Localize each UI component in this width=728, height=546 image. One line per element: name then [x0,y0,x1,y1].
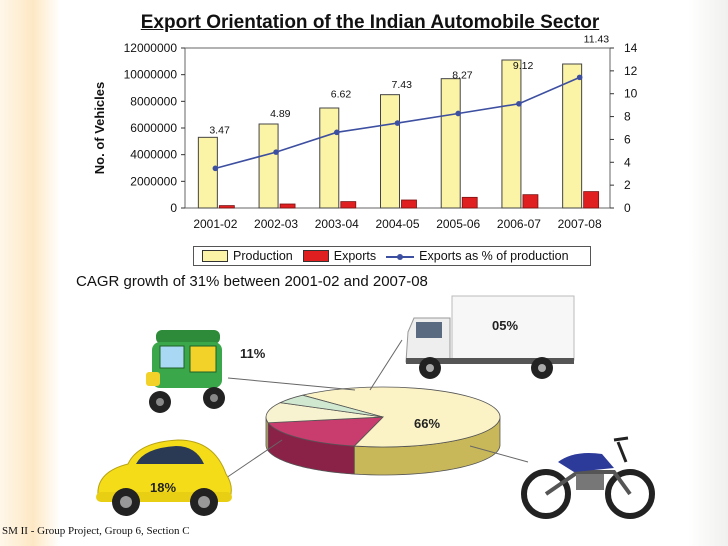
pie-label-auto-rickshaw: 11% [240,346,266,361]
bar-production [258,123,279,209]
legend-exports-pct: Exports as % of production [386,249,569,263]
bar-production [197,136,218,209]
legend-production: Production [202,249,293,263]
pointer-car [225,439,283,479]
pie-slice-truck [278,394,384,418]
x-tick-label: 2004-05 [375,217,419,231]
x-tick-label: 2001-02 [193,217,237,231]
truck-illustration [405,295,575,379]
y-tick-label: 4000000 [130,148,177,162]
y2-tick-label: 6 [624,132,631,146]
pie-slice-motorcycle [302,386,501,448]
bar-production [501,59,522,209]
legend-exports: Exports [302,249,377,263]
bar-exports [522,194,539,209]
data-label-exports-pct: 11.43 [584,33,610,45]
data-label-exports-pct: 3.47 [209,124,230,136]
y-tick-label: 8000000 [130,94,177,108]
y2-tick-label: 0 [624,201,631,215]
point-exports-pct [455,110,462,117]
cagr-note: CAGR growth of 31% between 2001-02 and 2… [76,273,428,290]
bar-chart: 0200000040000006000000800000010000000120… [92,33,638,231]
pointer-truck [369,339,403,391]
footer-text: SM II - Group Project, Group 6, Section … [2,525,190,537]
bar-exports [401,199,417,209]
y2-tick-label: 10 [624,87,638,101]
y-tick-label: 2000000 [130,174,177,188]
legend-label-exports: Exports [333,249,377,263]
left-decoration [0,0,60,546]
x-tick-label: 2002-03 [254,217,298,231]
point-exports-pct [273,149,279,155]
legend-label-production: Production [233,249,293,263]
x-tick-label: 2006-07 [497,217,541,231]
legend-label-exports-pct: Exports as % of production [419,249,569,263]
slide-title: Export Orientation of the Indian Automob… [140,12,600,33]
y2-tick-label: 12 [624,64,638,78]
right-decoration [688,0,728,546]
motorcycle-illustration [521,436,655,519]
bar-exports [218,205,235,209]
point-exports-pct [576,74,583,81]
point-exports-pct [333,129,340,136]
pie-label-truck: 05% [492,318,519,333]
point-exports-pct [394,120,401,126]
y-tick-label: 6000000 [130,121,177,135]
y2-tick-label: 4 [624,155,631,169]
pie-slice-car [267,416,385,447]
y2-tick-label: 2 [624,178,631,192]
y-tick-label: 10000000 [124,68,178,82]
bar-exports [340,201,357,209]
x-tick-label: 2007-08 [558,217,602,231]
x-tick-label: 2005-06 [436,217,480,231]
data-label-exports-pct: 7.43 [392,79,413,91]
y-tick-label: 0 [170,201,177,215]
car-illustration [96,439,232,516]
point-exports-pct [516,100,522,107]
pointer-auto-rickshaw [227,377,356,391]
pie-slice-auto-rickshaw [265,402,384,424]
data-label-exports-pct: 4.89 [270,108,291,120]
bar-production [440,78,461,209]
legend-swatch-exports [302,250,329,262]
bar-production [562,63,583,209]
legend-swatch-production [202,250,228,262]
bar-exports [583,191,600,209]
pie-label-motorcycle: 66% [414,416,441,431]
pointer-motorcycle [469,445,529,463]
y-axis-label: No. of Vehicles [92,82,107,174]
legend-swatch-exports-pct [386,251,415,261]
x-tick-label: 2003-04 [315,217,359,231]
y2-tick-label: 14 [624,41,638,55]
chart-legend: Production Exports Exports as % of produ… [193,246,591,266]
bar-exports [461,196,478,209]
data-label-exports-pct: 9.12 [513,60,534,72]
data-label-exports-pct: 8.27 [452,69,473,81]
y-tick-label: 12000000 [124,41,178,55]
pie-label-car: 18% [150,480,177,495]
bar-exports [279,203,296,209]
auto-rickshaw-illustration [146,330,225,413]
point-exports-pct [212,165,219,172]
data-label-exports-pct: 6.62 [331,88,352,100]
y2-tick-label: 8 [624,110,631,124]
